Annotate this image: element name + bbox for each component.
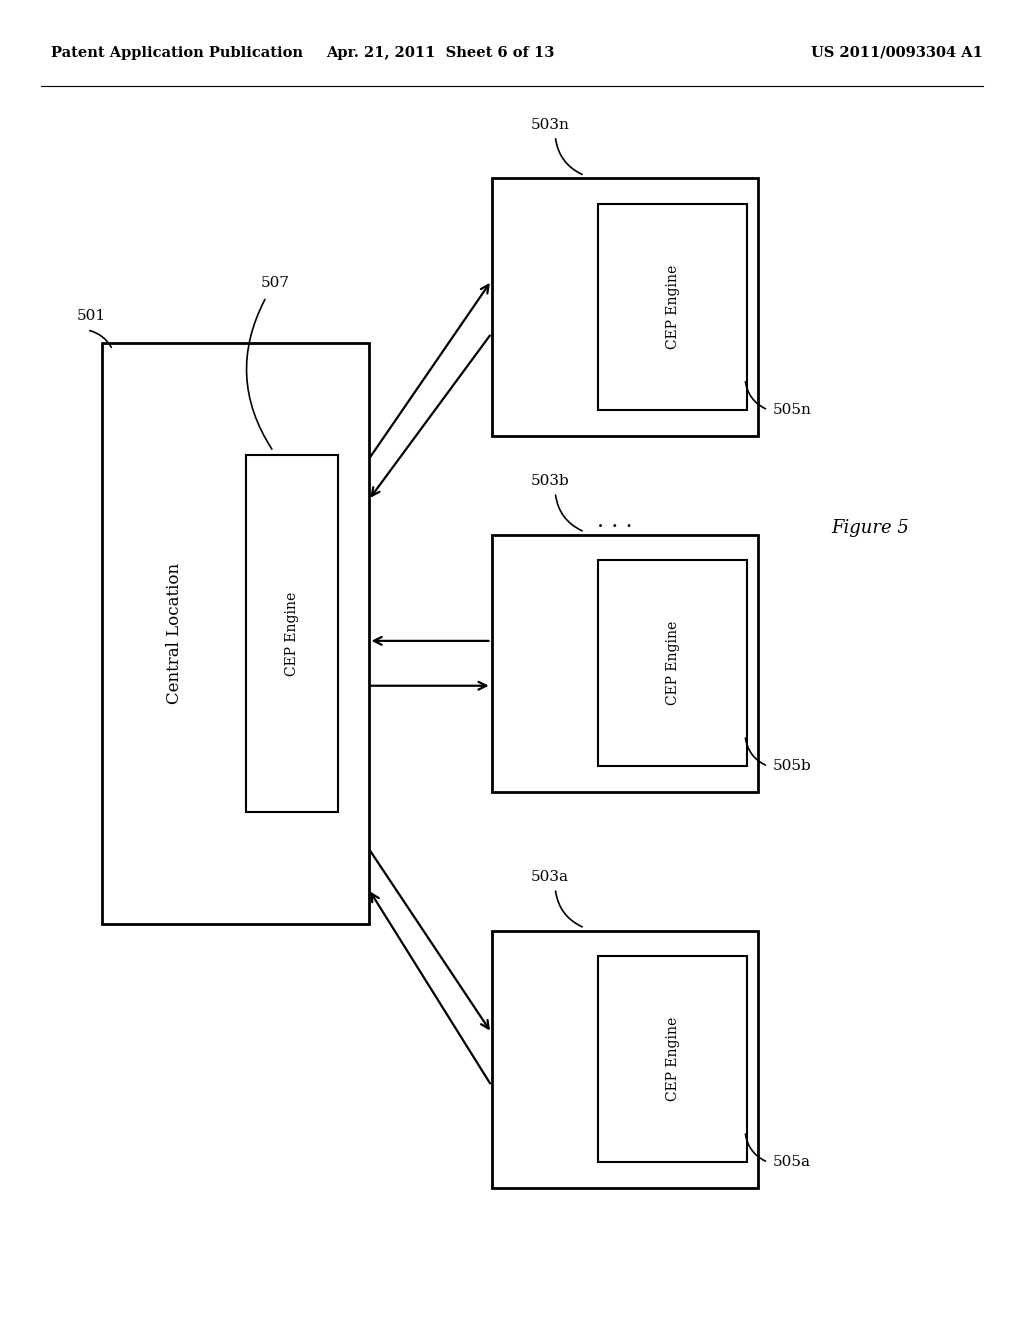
Bar [492,535,758,792]
Bar [598,560,748,766]
Text: Patent Application Publication: Patent Application Publication [51,46,303,59]
Text: Apr. 21, 2011  Sheet 6 of 13: Apr. 21, 2011 Sheet 6 of 13 [326,46,555,59]
Text: US 2011/0093304 A1: US 2011/0093304 A1 [811,46,983,59]
Bar [492,931,758,1188]
Text: 505n: 505n [773,403,812,417]
Text: CEP Engine: CEP Engine [666,265,680,348]
Bar [598,205,748,409]
Text: . . .: . . . [597,511,632,532]
Text: 503n: 503n [530,117,569,132]
Text: Central Location: Central Location [166,564,182,704]
Text: CEP Engine: CEP Engine [666,1018,680,1101]
Text: 505b: 505b [773,759,812,774]
Text: 503b: 503b [530,474,569,488]
Text: 503a: 503a [531,870,569,884]
Text: CEP Engine: CEP Engine [285,591,299,676]
Bar [102,343,369,924]
Bar [598,956,748,1162]
Text: 501: 501 [77,309,105,323]
Text: Figure 5: Figure 5 [831,519,909,537]
Text: 507: 507 [261,276,290,290]
Bar [246,455,338,812]
Text: 505a: 505a [773,1155,811,1170]
Bar [492,178,758,436]
Text: CEP Engine: CEP Engine [666,622,680,705]
